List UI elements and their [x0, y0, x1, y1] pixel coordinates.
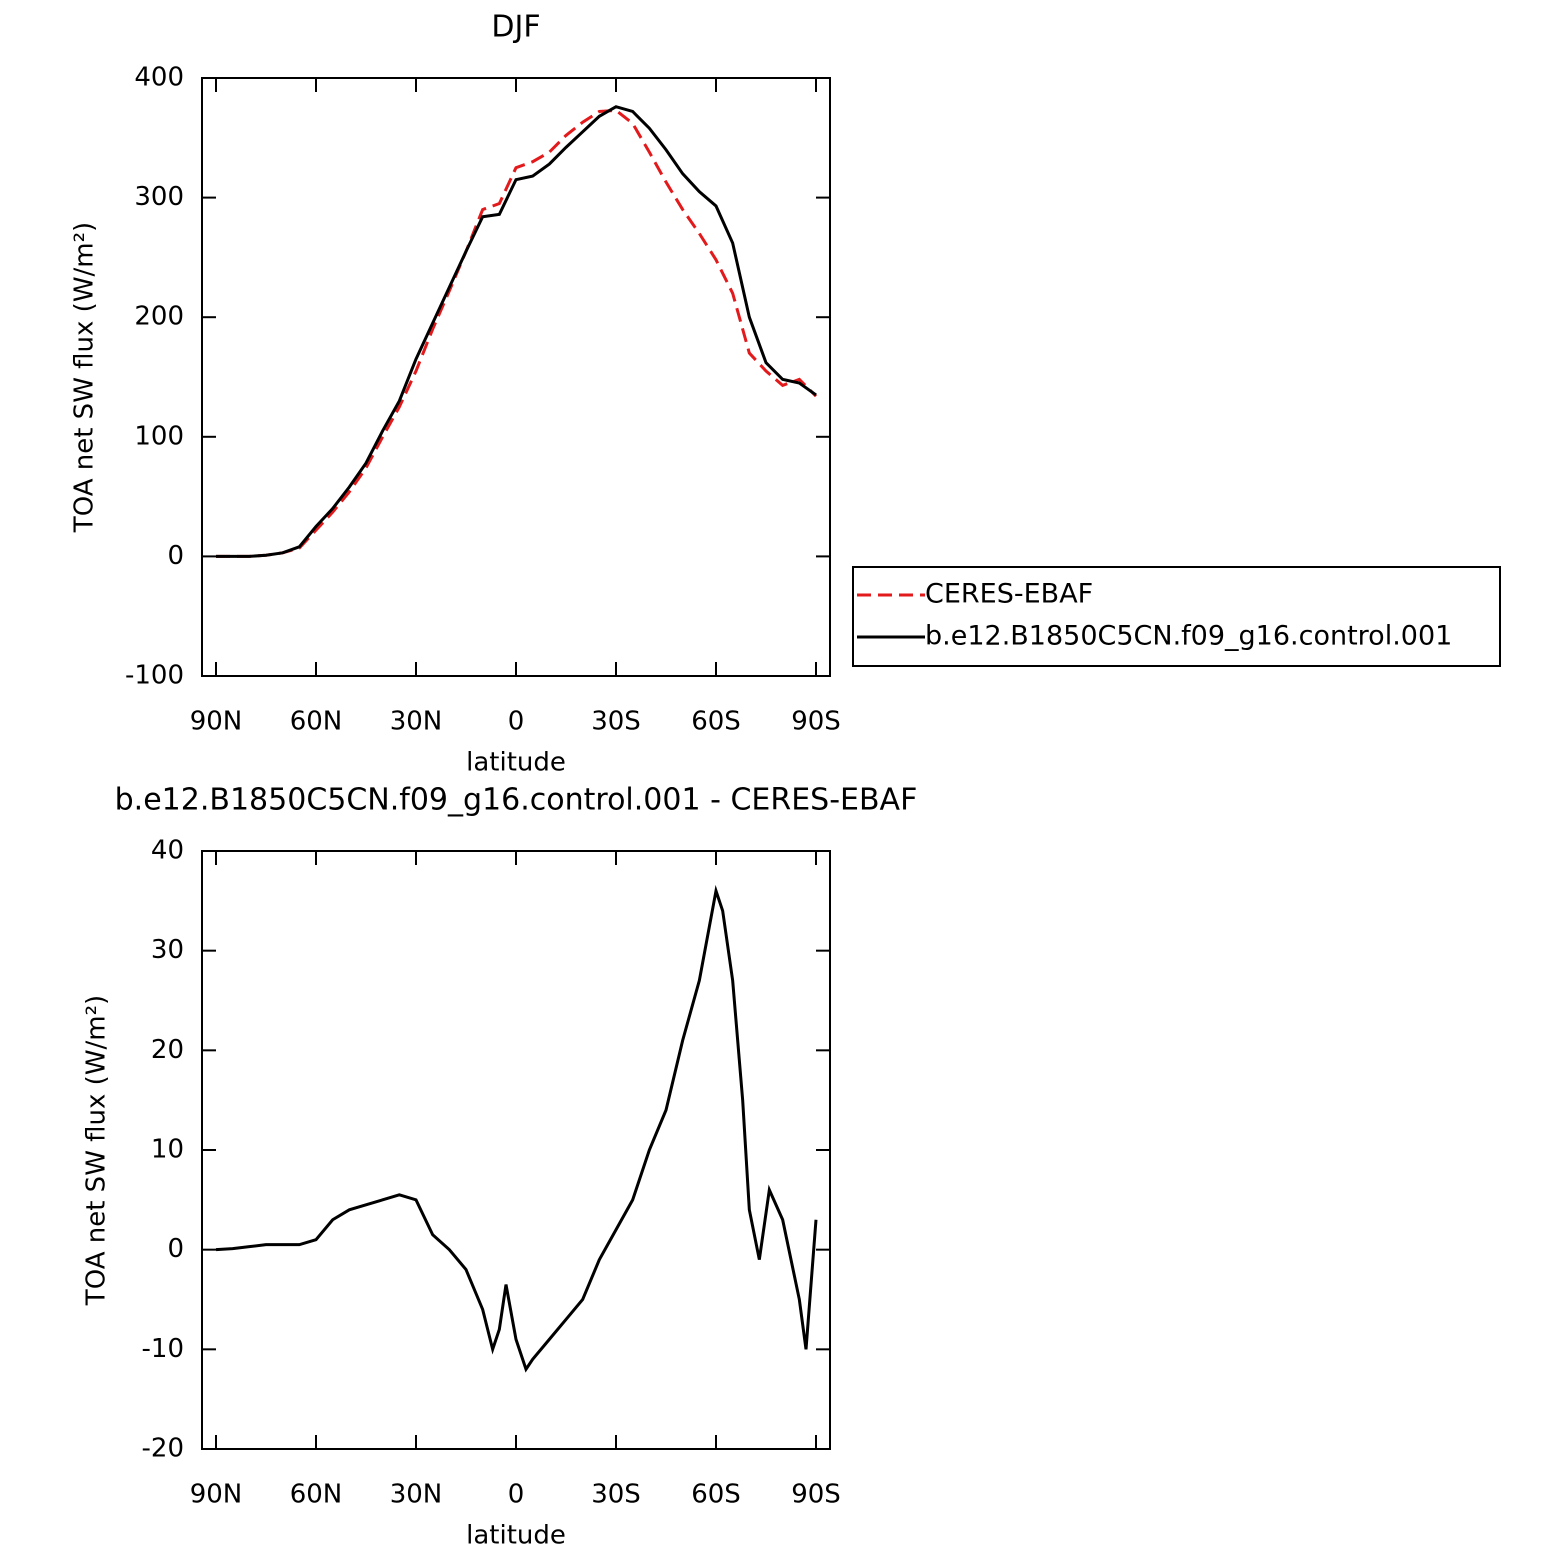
y-tick-label: 400: [134, 63, 184, 93]
x-tick-label: 90N: [190, 707, 243, 737]
y-tick-label: 30: [151, 935, 184, 965]
plot-frame: [201, 850, 831, 1450]
y-tick-label: 0: [167, 1234, 184, 1264]
x-tick-label: 30N: [390, 707, 443, 737]
legend-box: [852, 566, 1501, 667]
chart-title: DJF: [491, 10, 540, 45]
y-tick-label: 100: [134, 421, 184, 451]
x-tick-label: 60S: [691, 1480, 741, 1510]
data-line: [216, 108, 818, 558]
y-tick-label: 20: [151, 1035, 184, 1065]
x-tick-label: 0: [508, 707, 525, 737]
x-tick-label: 60N: [290, 707, 343, 737]
y-tick-label: 200: [134, 302, 184, 332]
x-tick-label: 60N: [290, 1480, 343, 1510]
y-axis-label: TOA net SW flux (W/m²): [82, 995, 112, 1306]
x-tick-label: 60S: [691, 707, 741, 737]
x-axis-label: latitude: [466, 748, 566, 778]
x-tick-label: 30S: [591, 1480, 641, 1510]
chart-title: b.e12.B1850C5CN.f09_g16.control.001 - CE…: [115, 783, 918, 818]
y-tick-label: 300: [134, 182, 184, 212]
legend-label: b.e12.B1850C5CN.f09_g16.control.001: [925, 621, 1452, 652]
x-tick-label: 0: [508, 1480, 525, 1510]
legend-label: CERES-EBAF: [925, 579, 1093, 610]
x-tick-label: 90S: [791, 1480, 841, 1510]
x-tick-label: 90N: [190, 1480, 243, 1510]
y-tick-label: -20: [142, 1434, 184, 1464]
data-line: [216, 105, 817, 558]
y-tick-label: 10: [151, 1135, 184, 1165]
data-line: [215, 884, 818, 1373]
x-axis-label: latitude: [466, 1521, 566, 1551]
y-tick-label: 0: [167, 541, 184, 571]
x-tick-label: 30S: [591, 707, 641, 737]
x-tick-label: 90S: [791, 707, 841, 737]
y-tick-label: -10: [142, 1334, 184, 1364]
y-axis-label: TOA net SW flux (W/m²): [70, 222, 100, 533]
x-tick-label: 30N: [390, 1480, 443, 1510]
y-tick-label: -100: [125, 661, 184, 691]
y-tick-label: 40: [151, 836, 184, 866]
